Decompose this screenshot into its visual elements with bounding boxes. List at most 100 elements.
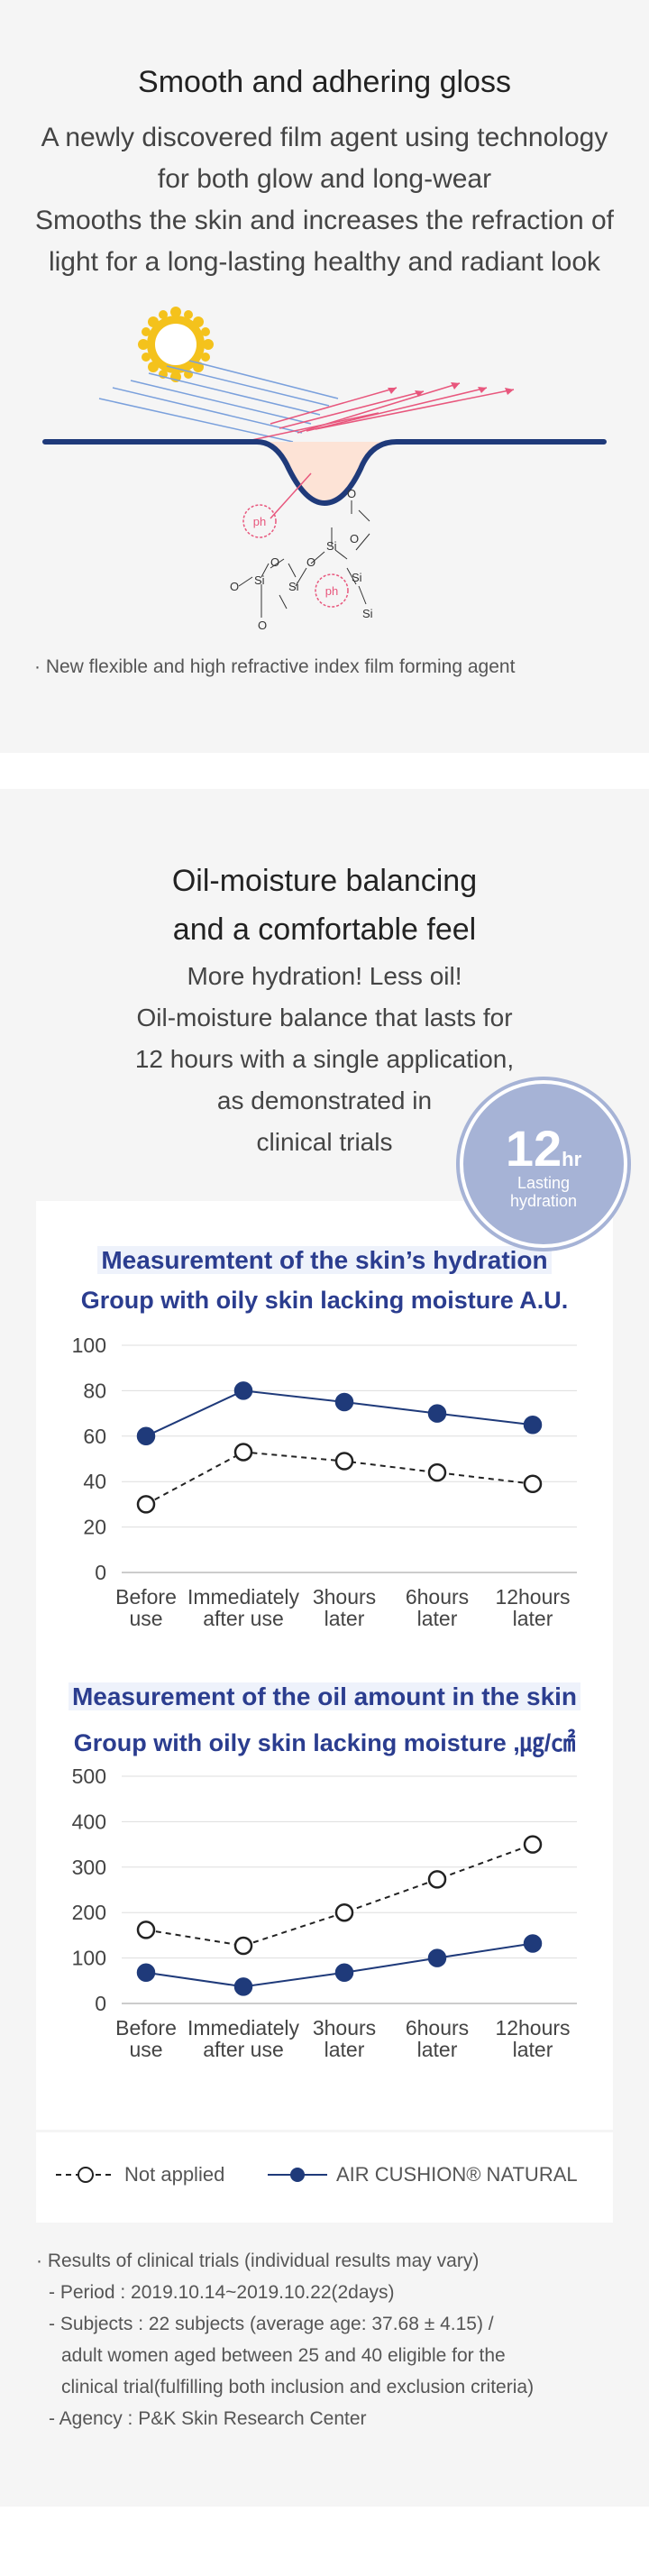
solid-filled-marker-icon [268,2168,327,2182]
clinical-note-line: clinical trial(fulfilling both inclusion… [61,2377,535,2397]
skin-pore-fill [257,442,397,503]
gloss-desc-line: Smooths the skin and increases the refra… [34,206,614,235]
dashed-open-marker-icon [56,2167,115,2183]
series-line [145,1843,534,1948]
atom-label: Si [352,571,362,584]
clinical-notes: · Results of clinical trials (individual… [36,2245,631,2434]
badge-number: 12hr [463,1123,624,1185]
reflected-light-rays [242,382,515,443]
molecule-bonds [238,500,370,618]
oil-moisture-title-line: Oil-moisture balancing [171,864,478,898]
atom-labels: O Si O Si O O Si O Si O Si [230,487,373,632]
data-point [233,1381,253,1400]
y-tick-label: 200 [72,1901,106,1924]
badge-unit: hr [562,1148,582,1170]
data-point [523,1835,543,1854]
legend-item-not-applied: Not applied [54,2163,224,2186]
x-tick-label: 3hours later [313,1585,376,1630]
ph-label: ph [253,515,266,528]
data-point [523,1474,543,1493]
x-tick-label: Before use [115,1585,177,1630]
hydration-chart-title-text: Measuremtent of the skin’s hydration [97,1246,552,1274]
badge-caption: Lasting hydration [463,1174,624,1210]
x-tick-label: 6hours later [406,1585,469,1630]
atom-label: Si [254,573,265,587]
atom-label: O [350,532,359,545]
legend-item-product: AIR CUSHION® NATURAL [266,2163,578,2186]
badge-caption-line: hydration [509,1192,578,1210]
ph-circle [315,573,349,608]
data-point [427,1462,447,1482]
data-point [523,1934,543,1953]
data-point [427,1870,447,1889]
data-point [136,1921,156,1939]
atom-label: Si [362,607,373,620]
data-point [136,1495,156,1514]
data-point [334,1392,354,1412]
atom-label: O [230,580,239,593]
x-tick-label: 3hours later [313,2016,376,2061]
x-tick-label: Immediately after use [187,1585,299,1630]
y-tick-label: 500 [72,1767,106,1788]
x-tick-label: Before use [115,2016,177,2061]
data-point [334,1902,354,1922]
hydration-chart-title: Measuremtent of the skin’s hydration [36,1246,613,1275]
atom-label: Si [288,580,299,593]
oil-moisture-title: Oil-moisture balancing and a comfortable… [0,857,649,954]
skin-surface-line [42,439,607,507]
gloss-desc-line: for both glow and long-wear [157,164,492,194]
hydration-chart-subtitle: Group with oily skin lacking moisture A.… [80,1287,569,1314]
gloss-desc-line: light for a long-lasting healthy and rad… [48,247,601,277]
gloss-title: Smooth and adhering gloss [138,65,511,99]
badge-caption-line: Lasting [516,1174,571,1192]
y-tick-label: 40 [83,1470,106,1493]
oil-moisture-desc-line: as demonstrated in [216,1086,433,1114]
data-point [523,1415,543,1435]
data-point [334,1452,354,1471]
y-tick-label: 100 [72,1947,106,1970]
oil-chart-title-text: Measurement of the oil amount in the ski… [68,1682,581,1710]
chart-legend: Not applied AIR CUSHION® NATURAL [36,2132,613,2223]
y-tick-label: 0 [95,1561,106,1584]
y-tick-label: 100 [72,1336,106,1357]
clinical-note-line: - Agency : P&K Skin Research Center [49,2408,367,2429]
gloss-note: · New flexible and high refractive index… [34,656,516,677]
legend-label: AIR CUSHION® NATURAL [336,2163,578,2186]
oil-moisture-desc-line: More hydration! Less oil! [187,962,462,990]
y-tick-label: 20 [83,1516,106,1539]
sun-icon [138,307,214,382]
clinical-note-line: - Period : 2019.10.14~2019.10.22(2days) [49,2282,395,2303]
oil-moisture-description: More hydration! Less oil! Oil-moisture b… [0,956,649,1163]
arrow-head-icons [388,382,514,397]
clinical-note-line: adult women aged between 25 and 40 eligi… [61,2345,506,2366]
twelve-hour-badge: 12hr Lasting hydration [460,1080,627,1248]
oil-chart-title: Measurement of the oil amount in the ski… [36,1682,613,1711]
film-agent-illustration: ph ph O Si O Si O O Si [42,307,607,632]
atom-label: Si [326,539,337,553]
ph-circle [242,504,277,538]
oil-chart-subtitle: Group with oily skin lacking moisture ,㎍… [73,1729,576,1756]
oil-moisture-desc-line: Oil-moisture balance that lasts for [136,1004,513,1031]
incoming-light-rays [98,360,339,443]
gloss-description: A newly discovered film agent using tech… [0,117,649,283]
oil-moisture-title-line: and a comfortable feel [172,912,477,947]
data-point [136,1963,156,1982]
atom-label: O [258,619,267,632]
atom-label: O [270,555,279,569]
y-tick-label: 60 [83,1425,106,1448]
clinical-note-line: · Results of clinical trials (individual… [36,2251,480,2271]
y-tick-label: 300 [72,1856,106,1879]
data-point [233,1936,253,1956]
ph-label: ph [325,584,338,598]
atom-label: O [306,555,315,569]
x-tick-label: Immediately after use [187,2016,299,2061]
data-point [334,1963,354,1982]
atom-label: O [347,487,356,500]
x-tick-label: 6hours later [406,2016,469,2061]
x-tick-label: 12hours later [495,2016,570,2061]
y-tick-label: 0 [95,1992,106,2015]
data-point [233,1443,253,1462]
badge-number-value: 12 [505,1120,562,1177]
